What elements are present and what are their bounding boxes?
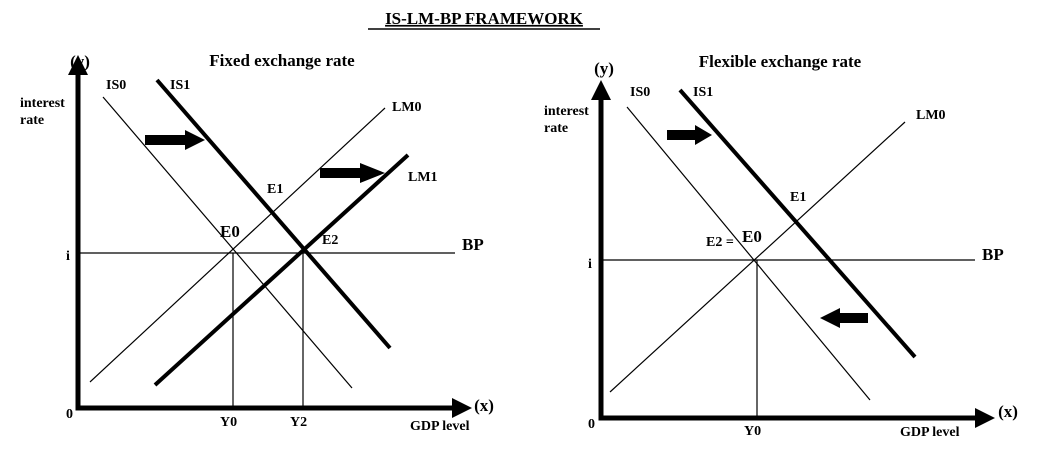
curve-label: LM1 [408,170,438,185]
x-axis-symbol: (x) [998,402,1018,421]
point-label: E2 [322,233,338,248]
x-label: GDP level [900,425,960,440]
y-label: rate [20,113,44,128]
fixed-panel: Fixed exchange rate (y) interest rate (x… [20,51,494,434]
shift-arrow [667,125,712,145]
curve-label: IS0 [630,85,650,100]
origin: 0 [588,417,595,432]
curve-label: IS1 [170,78,190,93]
axes [75,65,462,411]
point-label: E2 = [706,235,734,250]
x-arrow [975,408,995,428]
x-tick: Y2 [290,415,307,430]
lm1-curve [153,153,410,387]
shift-arrow [145,130,205,150]
y-arrow [68,55,88,75]
curve-label: IS1 [693,85,713,100]
y-arrow [591,80,611,100]
is0-curve [102,96,353,389]
is0-curve [626,106,871,401]
page-title: IS-LM-BP FRAMEWORK [385,9,584,28]
x-label: GDP level [410,419,470,434]
lm0-curve [89,107,386,383]
x-axis-symbol: (x) [474,396,494,415]
panel-title: Flexible exchange rate [699,52,862,71]
point-label: E1 [267,182,283,197]
flexible-panel: Flexible exchange rate (y) interest rate… [544,52,1018,440]
rate-mark: i [66,249,70,264]
curve-label: IS0 [106,78,126,93]
lm0-curve [609,121,906,393]
is1-curve [155,78,392,350]
axes [598,90,985,421]
rate-mark: i [588,257,592,272]
y-axis-symbol: (y) [70,52,90,71]
y-axis-symbol: (y) [594,59,614,78]
y-label: interest [20,96,65,111]
curve-label: LM0 [392,100,422,115]
shift-arrow [320,163,385,183]
point-label: E0 [742,227,762,246]
y-label: rate [544,121,568,136]
is1-curve [678,88,917,359]
y-label: interest [544,104,589,119]
curve-label: LM0 [916,108,946,123]
curve-label: BP [462,235,484,254]
origin: 0 [66,407,73,422]
x-tick: Y0 [744,424,761,439]
x-tick: Y0 [220,415,237,430]
point-label: E0 [220,222,240,241]
point-label: E1 [790,190,806,205]
curve-label: BP [982,245,1004,264]
x-arrow [452,398,472,418]
panel-title: Fixed exchange rate [209,51,355,70]
shift-arrow [820,308,868,328]
